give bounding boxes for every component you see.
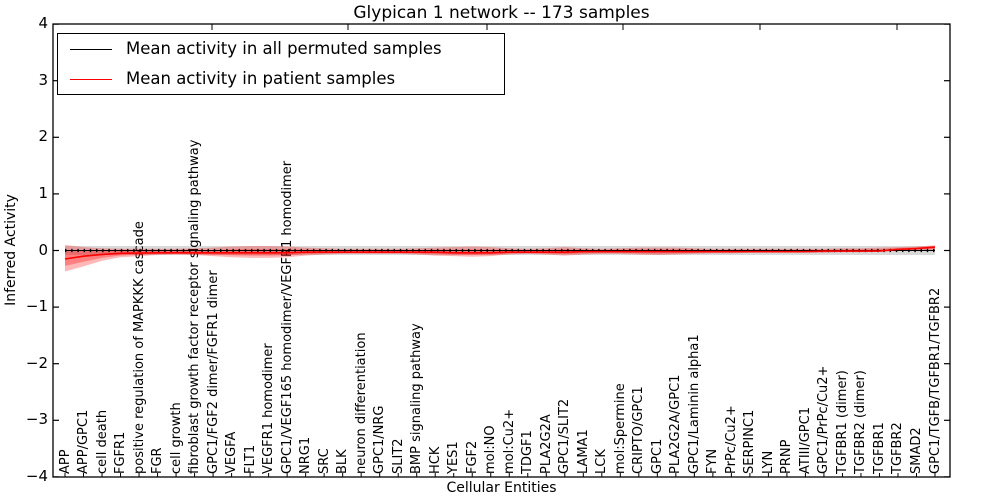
y-tick-label: −2 bbox=[25, 353, 48, 372]
legend-entry-patient-samples: Mean activity in patient samples bbox=[58, 64, 504, 94]
legend: Mean activity in all permuted samples Me… bbox=[57, 33, 505, 95]
y-tick-label: 4 bbox=[38, 14, 48, 33]
y-tick-label: 3 bbox=[38, 70, 48, 89]
x-axis-label: Cellular Entities bbox=[446, 480, 557, 496]
y-tick-label: −1 bbox=[25, 297, 48, 316]
y-tick-label: 0 bbox=[38, 240, 48, 259]
red-line-swatch-icon bbox=[70, 78, 112, 80]
y-axis-label: Inferred Activity bbox=[3, 194, 19, 306]
legend-label-patient: Mean activity in patient samples bbox=[126, 69, 396, 88]
y-tick-label: 1 bbox=[38, 183, 48, 202]
y-tick-label: 2 bbox=[38, 127, 48, 146]
y-tick-label: −4 bbox=[25, 466, 48, 485]
legend-label-permuted: Mean activity in all permuted samples bbox=[126, 39, 442, 58]
chart-title: Glypican 1 network -- 173 samples bbox=[353, 3, 650, 23]
black-line-swatch-icon bbox=[70, 48, 112, 50]
legend-entry-permuted-samples: Mean activity in all permuted samples bbox=[58, 34, 504, 64]
y-tick-label: −3 bbox=[25, 410, 48, 429]
